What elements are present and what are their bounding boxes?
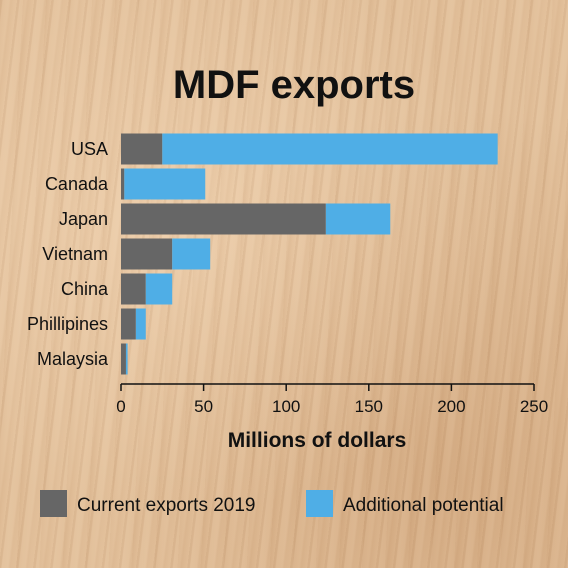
category-label-phillipines: Phillipines <box>27 314 108 334</box>
bar-usa-additional-potential <box>162 133 498 165</box>
legend-label-current-exports-2019: Current exports 2019 <box>77 495 256 516</box>
bar-phillipines-current-exports-2019 <box>121 308 136 340</box>
bar-malaysia-additional-potential <box>125 343 128 375</box>
bar-vietnam-additional-potential <box>172 238 211 270</box>
chart-title: MDF exports <box>173 63 415 107</box>
category-labels: USA Canada Japan Vietnam China Phillipines Mal… <box>27 139 109 369</box>
x-tick-label-250: 250 <box>520 397 548 416</box>
x-tick-label-100: 100 <box>272 397 300 416</box>
x-axis: 0 50 100 150 200 250 <box>116 383 548 416</box>
category-label-canada: Canada <box>45 174 109 194</box>
legend-swatch-current-exports-2019 <box>40 490 67 517</box>
bars-group <box>121 133 498 375</box>
legend-swatch-additional-potential <box>306 490 333 517</box>
bar-malaysia-current-exports-2019 <box>121 343 126 375</box>
category-label-vietnam: Vietnam <box>42 244 108 264</box>
bar-canada-additional-potential <box>124 168 206 200</box>
category-label-japan: Japan <box>59 209 108 229</box>
category-label-usa: USA <box>71 139 108 159</box>
bar-japan-current-exports-2019 <box>121 203 326 235</box>
x-tick-label-150: 150 <box>355 397 383 416</box>
bar-vietnam-current-exports-2019 <box>121 238 173 270</box>
x-axis-label: Millions of dollars <box>228 429 407 452</box>
legend: Current exports 2019 Additional potential <box>40 490 504 517</box>
bar-usa-current-exports-2019 <box>121 133 163 165</box>
x-tick-label-200: 200 <box>437 397 465 416</box>
category-label-china: China <box>61 279 109 299</box>
bar-japan-additional-potential <box>325 203 391 235</box>
bar-phillipines-additional-potential <box>135 308 146 340</box>
x-tick-label-0: 0 <box>116 397 125 416</box>
legend-label-additional-potential: Additional potential <box>343 495 504 516</box>
x-tick-label-50: 50 <box>194 397 213 416</box>
bar-china-additional-potential <box>145 273 173 305</box>
bar-canada-current-exports-2019 <box>121 168 125 200</box>
bar-china-current-exports-2019 <box>121 273 146 305</box>
category-label-malaysia: Malaysia <box>37 349 109 369</box>
